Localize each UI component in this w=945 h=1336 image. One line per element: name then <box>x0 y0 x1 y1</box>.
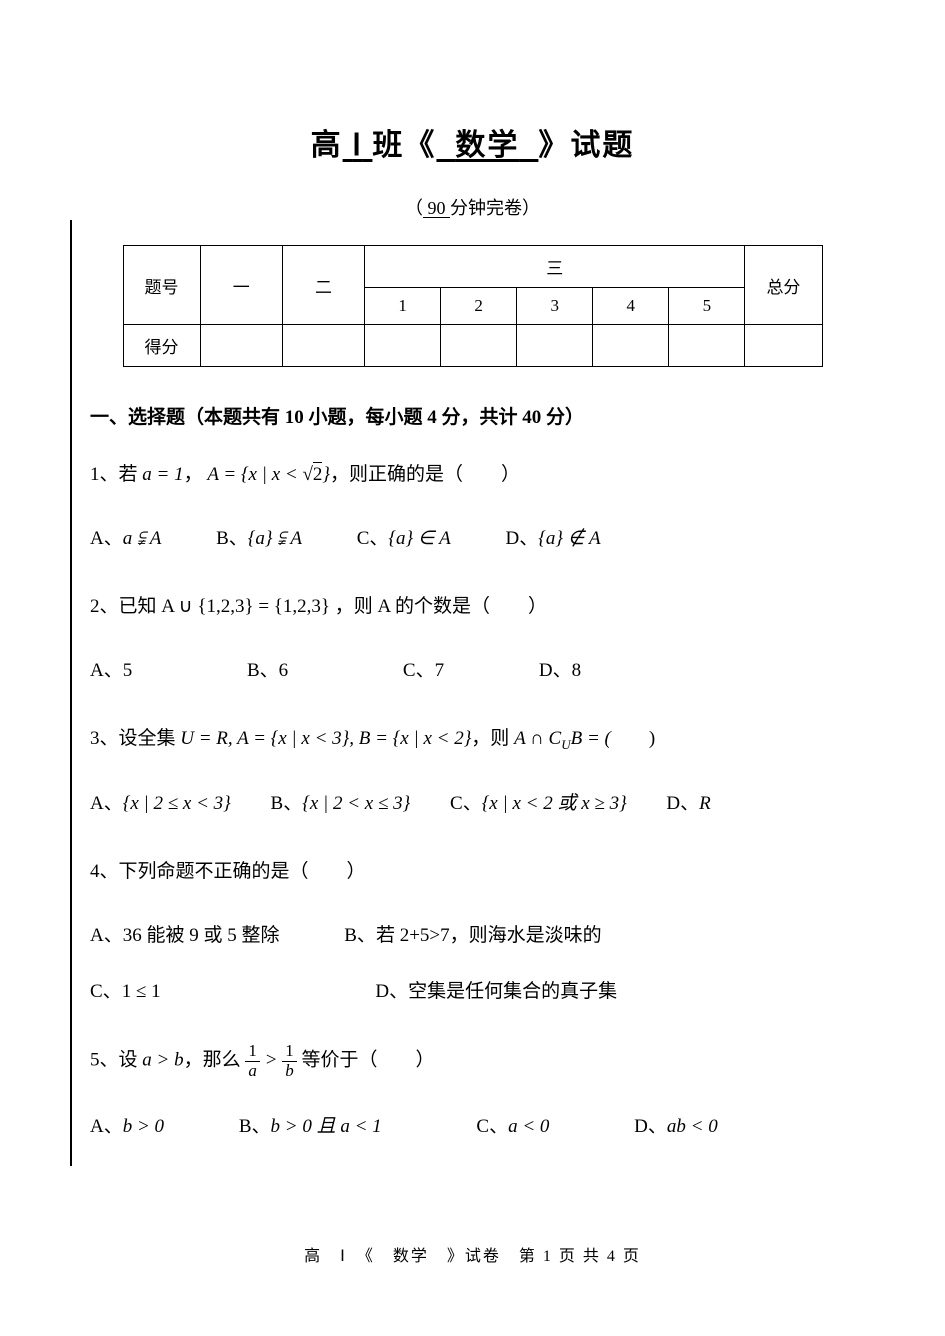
col-1: 一 <box>200 246 282 325</box>
section-1-heading: 一、选择题（本题共有 10 小题，每小题 4 分，共计 40 分） <box>90 402 855 429</box>
q1-stem-post: ，则正确的是（ ） <box>330 464 520 485</box>
question-4: 4、下列命题不正确的是（ ） <box>90 854 855 890</box>
q4-option-a: A、36 能被 9 或 5 整除 <box>90 918 280 954</box>
q3-expr2-post: B = ( <box>571 728 611 749</box>
q1-expr1: a = 1 <box>142 464 183 485</box>
exam-page: 高 Ⅰ 班《 数学 》试题 （ 90 分钟完卷） 题号 一 二 三 总分 1 2… <box>0 0 945 1237</box>
title-subject: 数学 <box>436 129 538 162</box>
sqrt-icon: 2 <box>302 457 322 493</box>
score-cell[interactable] <box>745 325 822 367</box>
subtitle: （ 90 分钟完卷） <box>90 194 855 220</box>
q3-stem-pre: 3、设全集 <box>90 728 176 749</box>
q3-stem-post: ) <box>611 728 655 749</box>
q3-expr: U = R, A = {x | x < 3}, B = {x | x < 2} <box>180 728 471 749</box>
q5-option-c: C、a < 0 <box>476 1109 549 1145</box>
frac-1b: 1b <box>282 1042 297 1080</box>
header-score: 得分 <box>123 325 200 367</box>
q5-option-d: D、ab < 0 <box>634 1109 718 1145</box>
score-cell[interactable] <box>365 325 441 367</box>
question-3: 3、设全集 U = R, A = {x | x < 3}, B = {x | x… <box>90 721 855 757</box>
q2-option-c: C、7 <box>403 653 444 689</box>
q3-option-b: B、{x | 2 < x ≤ 3} <box>271 786 411 822</box>
title-suffix: 》试题 <box>538 129 634 162</box>
col-total: 总分 <box>745 246 822 325</box>
q4-option-b: B、若 2+5>7，则海水是淡味的 <box>344 918 601 954</box>
header-number: 题号 <box>123 246 200 325</box>
q5-stem-mid1: ，那么 <box>184 1050 241 1071</box>
subcol-4: 4 <box>593 288 669 325</box>
score-cell[interactable] <box>593 325 669 367</box>
table-row: 得分 <box>123 325 822 367</box>
q2-option-a: A、5 <box>90 653 132 689</box>
q3-option-a: A、{x | 2 ≤ x < 3} <box>90 786 231 822</box>
q4-option-c: C、1 ≤ 1 <box>90 974 161 1010</box>
q3-stem-mid: ，则 <box>471 728 509 749</box>
score-cell[interactable] <box>441 325 517 367</box>
score-cell[interactable] <box>517 325 593 367</box>
question-2: 2、已知 A ∪ {1,2,3} = {1,2,3} ，则 A 的个数是（ ） <box>90 589 855 625</box>
q5-option-a: A、b > 0 <box>90 1109 164 1145</box>
q2-option-b: B、6 <box>247 653 288 689</box>
q1-stem-pre: 1、若 <box>90 464 138 485</box>
score-table: 题号 一 二 三 总分 1 2 3 4 5 得分 <box>123 245 823 367</box>
subtitle-minutes: 90 <box>423 198 450 218</box>
page-title: 高 Ⅰ 班《 数学 》试题 <box>90 120 855 164</box>
q1-option-d: D、{a} ∉ A <box>506 521 601 557</box>
score-cell[interactable] <box>200 325 282 367</box>
page-footer: 高 Ⅰ 《 数学 》试卷 第 1 页 共 4 页 <box>0 1242 945 1266</box>
q1-option-b: B、{a} ⫋ A <box>216 521 302 557</box>
question-1-options: A、a ⫋ A B、{a} ⫋ A C、{a} ∈ A D、{a} ∉ A <box>90 521 855 557</box>
col-2: 二 <box>282 246 364 325</box>
subtitle-rest: 分钟完卷） <box>450 198 540 218</box>
title-grade: Ⅰ <box>343 129 373 162</box>
q5-cond: a > b <box>142 1050 183 1071</box>
q3-option-c: C、{x | x < 2 或 x ≥ 3} <box>450 786 627 822</box>
subcol-3: 3 <box>517 288 593 325</box>
q4-option-d: D、空集是任何集合的真子集 <box>375 974 617 1010</box>
q5-stem-post: 等价于（ ） <box>301 1050 434 1071</box>
score-cell[interactable] <box>669 325 745 367</box>
title-class-label: 班《 <box>372 129 436 162</box>
q4-stem: 4、下列命题不正确的是（ ） <box>90 861 366 882</box>
q3-expr2: A ∩ C <box>514 728 561 749</box>
question-3-options: A、{x | 2 ≤ x < 3} B、{x | 2 < x ≤ 3} C、{x… <box>90 786 855 822</box>
q3-sub: U <box>561 737 570 752</box>
q5-gt: > <box>265 1050 278 1071</box>
question-5-options: A、b > 0 B、b > 0 且 a < 1 C、a < 0 D、ab < 0 <box>90 1109 855 1145</box>
q1-comma: ， <box>184 464 203 485</box>
q1-option-a: A、a ⫋ A <box>90 521 161 557</box>
q1-expr2-pre: A = {x | x < <box>207 464 302 485</box>
question-5: 5、设 a > b，那么 1a > 1b 等价于（ ） <box>90 1042 855 1080</box>
score-cell[interactable] <box>282 325 364 367</box>
question-1: 1、若 a = 1， A = {x | x < 2}，则正确的是（ ） <box>90 457 855 493</box>
q5-option-b: B、b > 0 且 a < 1 <box>239 1109 382 1145</box>
frac-1a: 1a <box>245 1042 260 1080</box>
col-3: 三 <box>365 246 745 288</box>
subcol-1: 1 <box>365 288 441 325</box>
subtitle-open: （ <box>405 198 423 218</box>
question-4-options: A、36 能被 9 或 5 整除 B、若 2+5>7，则海水是淡味的 C、1 ≤… <box>90 918 855 1010</box>
q1-expr2-post: } <box>322 464 330 485</box>
question-2-options: A、5 B、6 C、7 D、8 <box>90 653 855 689</box>
title-prefix: 高 <box>311 129 343 162</box>
q2-stem: 2、已知 A ∪ {1,2,3} = {1,2,3} ，则 A 的个数是（ ） <box>90 596 547 617</box>
q2-option-d: D、8 <box>539 653 581 689</box>
q5-stem-pre: 5、设 <box>90 1050 138 1071</box>
subcol-5: 5 <box>669 288 745 325</box>
table-row: 题号 一 二 三 总分 <box>123 246 822 288</box>
subcol-2: 2 <box>441 288 517 325</box>
q3-option-d: D、R <box>666 786 710 822</box>
q1-option-c: C、{a} ∈ A <box>357 521 451 557</box>
